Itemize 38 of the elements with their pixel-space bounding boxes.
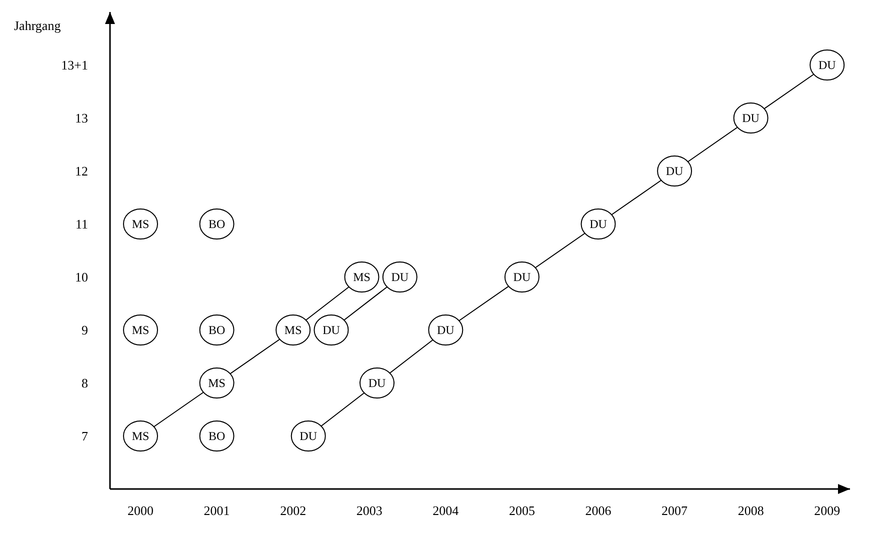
text: DU bbox=[391, 270, 409, 284]
y-tick-label: 10 bbox=[75, 270, 88, 285]
text: MS bbox=[132, 217, 150, 232]
series-label: MS bbox=[284, 323, 302, 338]
series-label: DU bbox=[300, 429, 318, 444]
text: DU bbox=[590, 217, 607, 232]
text: DU bbox=[742, 111, 760, 126]
y-tick-label: 9 bbox=[82, 322, 88, 338]
y-tick-label: 7 bbox=[82, 428, 88, 444]
y-axis-title: Jahrgang bbox=[14, 18, 62, 33]
series-label: BO bbox=[208, 429, 226, 444]
text: DU bbox=[368, 376, 386, 390]
text: MS bbox=[208, 376, 226, 390]
text: BO bbox=[208, 217, 226, 232]
x-tick-label: 2003 bbox=[356, 503, 382, 518]
text: DU bbox=[437, 323, 454, 338]
y-tick-label: 13+1 bbox=[61, 58, 88, 73]
x-tick-label: 2002 bbox=[280, 503, 306, 518]
y-tick-label: 8 bbox=[82, 376, 88, 391]
x-tick-label: 2009 bbox=[814, 503, 840, 518]
series-label: MS bbox=[132, 323, 150, 338]
text: DU bbox=[666, 164, 684, 178]
x-tick-label: 2001 bbox=[204, 503, 230, 518]
x-tick-label: 2000 bbox=[128, 503, 154, 518]
y-tick-label: 11 bbox=[75, 216, 88, 232]
text: BO bbox=[208, 323, 226, 338]
x-tick-label: 2005 bbox=[508, 503, 535, 518]
text: DU bbox=[818, 58, 836, 72]
y-tick-label: 12 bbox=[75, 164, 88, 179]
text: DU bbox=[513, 270, 531, 284]
x-tick-label: 2008 bbox=[738, 503, 764, 518]
x-tick-label: 2007 bbox=[662, 503, 688, 518]
y-tick-label: 13 bbox=[75, 110, 88, 126]
series-label: DU bbox=[322, 323, 340, 338]
x-tick-label: 2006 bbox=[585, 503, 612, 518]
text: MS bbox=[353, 270, 370, 284]
text: MS bbox=[132, 429, 150, 444]
x-tick-label: 2004 bbox=[432, 503, 460, 518]
